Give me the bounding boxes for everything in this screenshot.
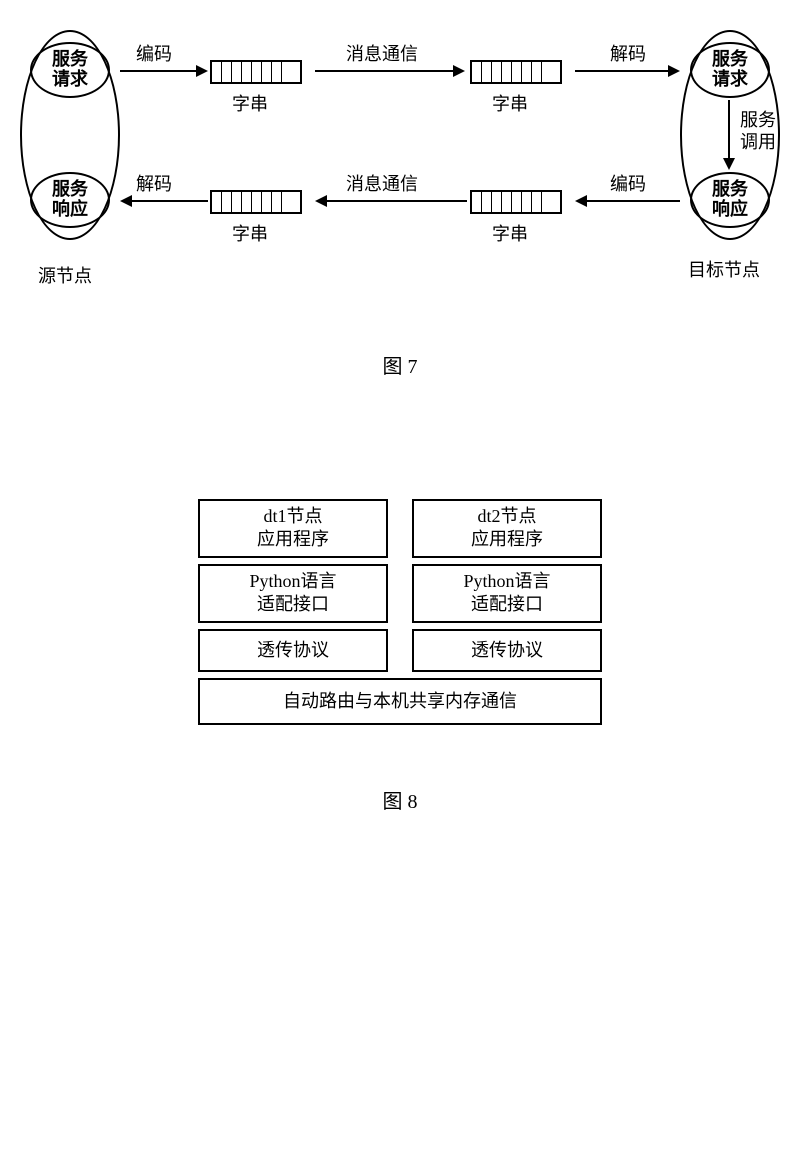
byte-label-4: 字串 — [492, 220, 528, 246]
arrow-decode-top — [575, 70, 670, 72]
byte-label-2: 字串 — [492, 90, 528, 116]
byte-string-bottom-left — [210, 190, 302, 214]
arrow-encode-top — [120, 70, 198, 72]
python-adapter-2: Python语言 适配接口 — [412, 564, 602, 623]
target-response-ellipse: 服务 响应 — [690, 172, 770, 228]
byte-label-1: 字串 — [232, 90, 268, 116]
encode-top-label: 编码 — [136, 40, 172, 66]
fig8-row-python: Python语言 适配接口 Python语言 适配接口 — [170, 564, 630, 623]
arrow-encode-bottom — [587, 200, 680, 202]
byte-string-top-right — [470, 60, 562, 84]
arrow-comm-top — [315, 70, 455, 72]
fig8-row-proto: 透传协议 透传协议 — [170, 629, 630, 672]
python-adapter-1: Python语言 适配接口 — [198, 564, 388, 623]
arrow-invoke — [728, 100, 730, 160]
comm-top-label: 消息通信 — [346, 40, 418, 66]
arrow-comm-bottom-head — [315, 195, 327, 207]
figure-8: dt1节点 应用程序 dt2节点 应用程序 Python语言 适配接口 Pyth… — [170, 499, 630, 725]
fig8-row-route: 自动路由与本机共享内存通信 — [170, 678, 630, 725]
fig8-row-app: dt1节点 应用程序 dt2节点 应用程序 — [170, 499, 630, 558]
dt2-app-box: dt2节点 应用程序 — [412, 499, 602, 558]
auto-route-box: 自动路由与本机共享内存通信 — [198, 678, 602, 725]
decode-bottom-label: 解码 — [136, 170, 172, 196]
figure-7-caption: 图 7 — [20, 350, 780, 379]
dt1-app-box: dt1节点 应用程序 — [198, 499, 388, 558]
byte-string-top-left — [210, 60, 302, 84]
arrow-invoke-head — [723, 158, 735, 170]
arrow-decode-bottom-head — [120, 195, 132, 207]
invoke-label: 服务 调用 — [740, 110, 776, 153]
source-request-ellipse: 服务 请求 — [30, 42, 110, 98]
target-node-label: 目标节点 — [688, 256, 760, 282]
arrow-comm-bottom — [327, 200, 467, 202]
encode-bottom-label: 编码 — [610, 170, 646, 196]
byte-string-bottom-right — [470, 190, 562, 214]
source-node-label: 源节点 — [38, 262, 92, 288]
arrow-decode-bottom — [132, 200, 208, 202]
transparent-proto-1: 透传协议 — [198, 629, 388, 672]
arrow-comm-top-head — [453, 65, 465, 77]
figure-8-caption: 图 8 — [20, 785, 780, 814]
arrow-encode-top-head — [196, 65, 208, 77]
arrow-encode-bottom-head — [575, 195, 587, 207]
comm-bottom-label: 消息通信 — [346, 170, 418, 196]
figure-7: 服务 请求 服务 响应 源节点 服务 请求 服务 响应 目标节点 字串 字串 字… — [20, 30, 780, 310]
byte-label-3: 字串 — [232, 220, 268, 246]
source-response-ellipse: 服务 响应 — [30, 172, 110, 228]
target-request-ellipse: 服务 请求 — [690, 42, 770, 98]
decode-top-label: 解码 — [610, 40, 646, 66]
arrow-decode-top-head — [668, 65, 680, 77]
transparent-proto-2: 透传协议 — [412, 629, 602, 672]
